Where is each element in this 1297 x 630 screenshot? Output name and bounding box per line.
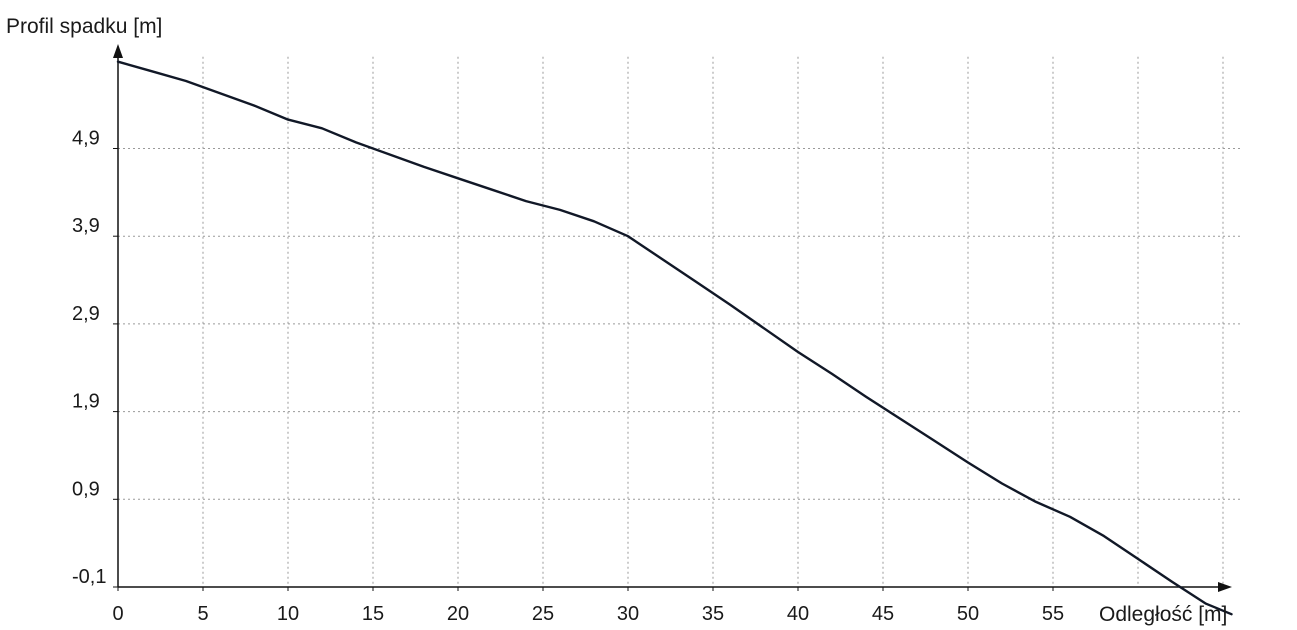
- y-tick-label: 1,9: [72, 391, 100, 413]
- x-tick-label: 20: [447, 603, 469, 625]
- tick-labels: -0,1 0,9 1,9 2,9 3,9 4,9 0 5 10 15 20 25 30 35 40 45 50 5…: [72, 128, 1064, 626]
- x-tick-label: 55: [1042, 603, 1064, 625]
- y-tick-label: 3,9: [72, 215, 100, 237]
- x-tick-label: 15: [362, 603, 384, 625]
- axes: [113, 44, 1232, 592]
- x-tick-label: 30: [617, 603, 639, 625]
- x-tick-label: 45: [872, 603, 894, 625]
- x-axis-arrow-icon: [1218, 582, 1232, 592]
- y-tick-label: 4,9: [72, 128, 100, 150]
- y-axis-arrow-icon: [113, 44, 123, 58]
- x-tick-label: 5: [197, 603, 208, 625]
- series: [116, 60, 1233, 616]
- y-tick-label: -0,1: [72, 566, 106, 588]
- grid: [118, 56, 1243, 587]
- y-axis-title: Profil spadku [m]: [6, 15, 162, 38]
- x-tick-label: 0: [112, 603, 123, 625]
- x-tick-label: 10: [277, 603, 299, 625]
- y-tick-label: 2,9: [72, 303, 100, 325]
- x-tick-label: 40: [787, 603, 809, 625]
- x-tick-label: 25: [532, 603, 554, 625]
- x-tick-label: 50: [957, 603, 979, 625]
- x-tick-label: 35: [702, 603, 724, 625]
- x-axis-title: Odległość [m]: [1099, 603, 1227, 626]
- y-tick-label: 0,9: [72, 478, 100, 500]
- profile-line: [116, 60, 1233, 616]
